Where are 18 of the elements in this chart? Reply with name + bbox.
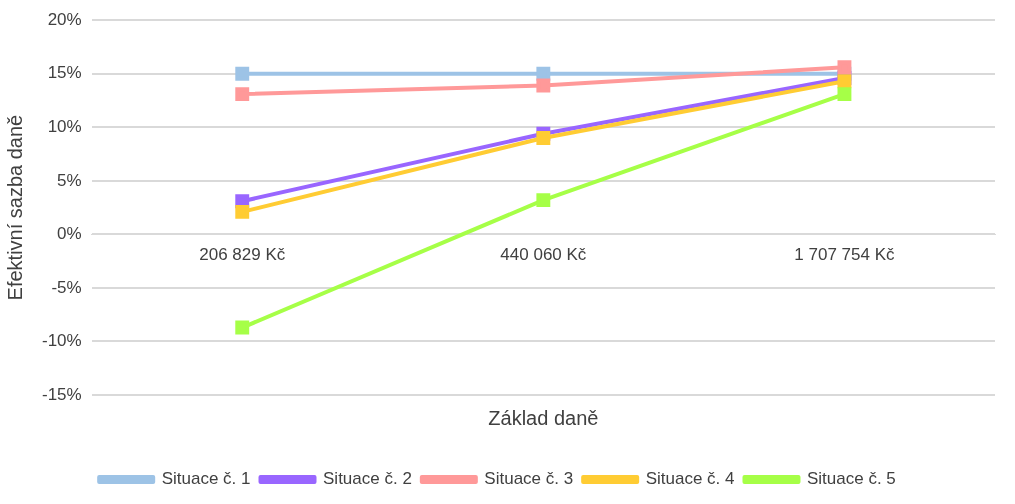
legend-label: Situace č. 5 [806, 469, 896, 489]
x-tick-label: 1 707 754 Kč [794, 245, 896, 265]
legend-label: Situace č. 4 [645, 469, 735, 489]
y-tick-label: 10% [47, 116, 82, 136]
legend-label: Situace č. 1 [161, 469, 251, 489]
y-axis-title: Efektivní sazba daně [3, 114, 26, 301]
legend-label: Situace č. 2 [323, 469, 412, 489]
y-tick-label: 5% [57, 170, 82, 190]
y-tick-label: 20% [47, 9, 82, 29]
y-tick-label: -15% [42, 384, 82, 404]
y-tick-label: -10% [42, 331, 82, 351]
y-tick-label: -5% [51, 277, 82, 297]
y-tick-label: 0% [57, 224, 82, 244]
legend-label: Situace č. 3 [484, 469, 574, 489]
x-axis-title: Základ daně [488, 406, 599, 429]
x-tick-label: 440 060 Kč [500, 245, 587, 265]
y-tick-label: 15% [47, 63, 82, 83]
x-tick-label: 206 829 Kč [199, 245, 286, 265]
